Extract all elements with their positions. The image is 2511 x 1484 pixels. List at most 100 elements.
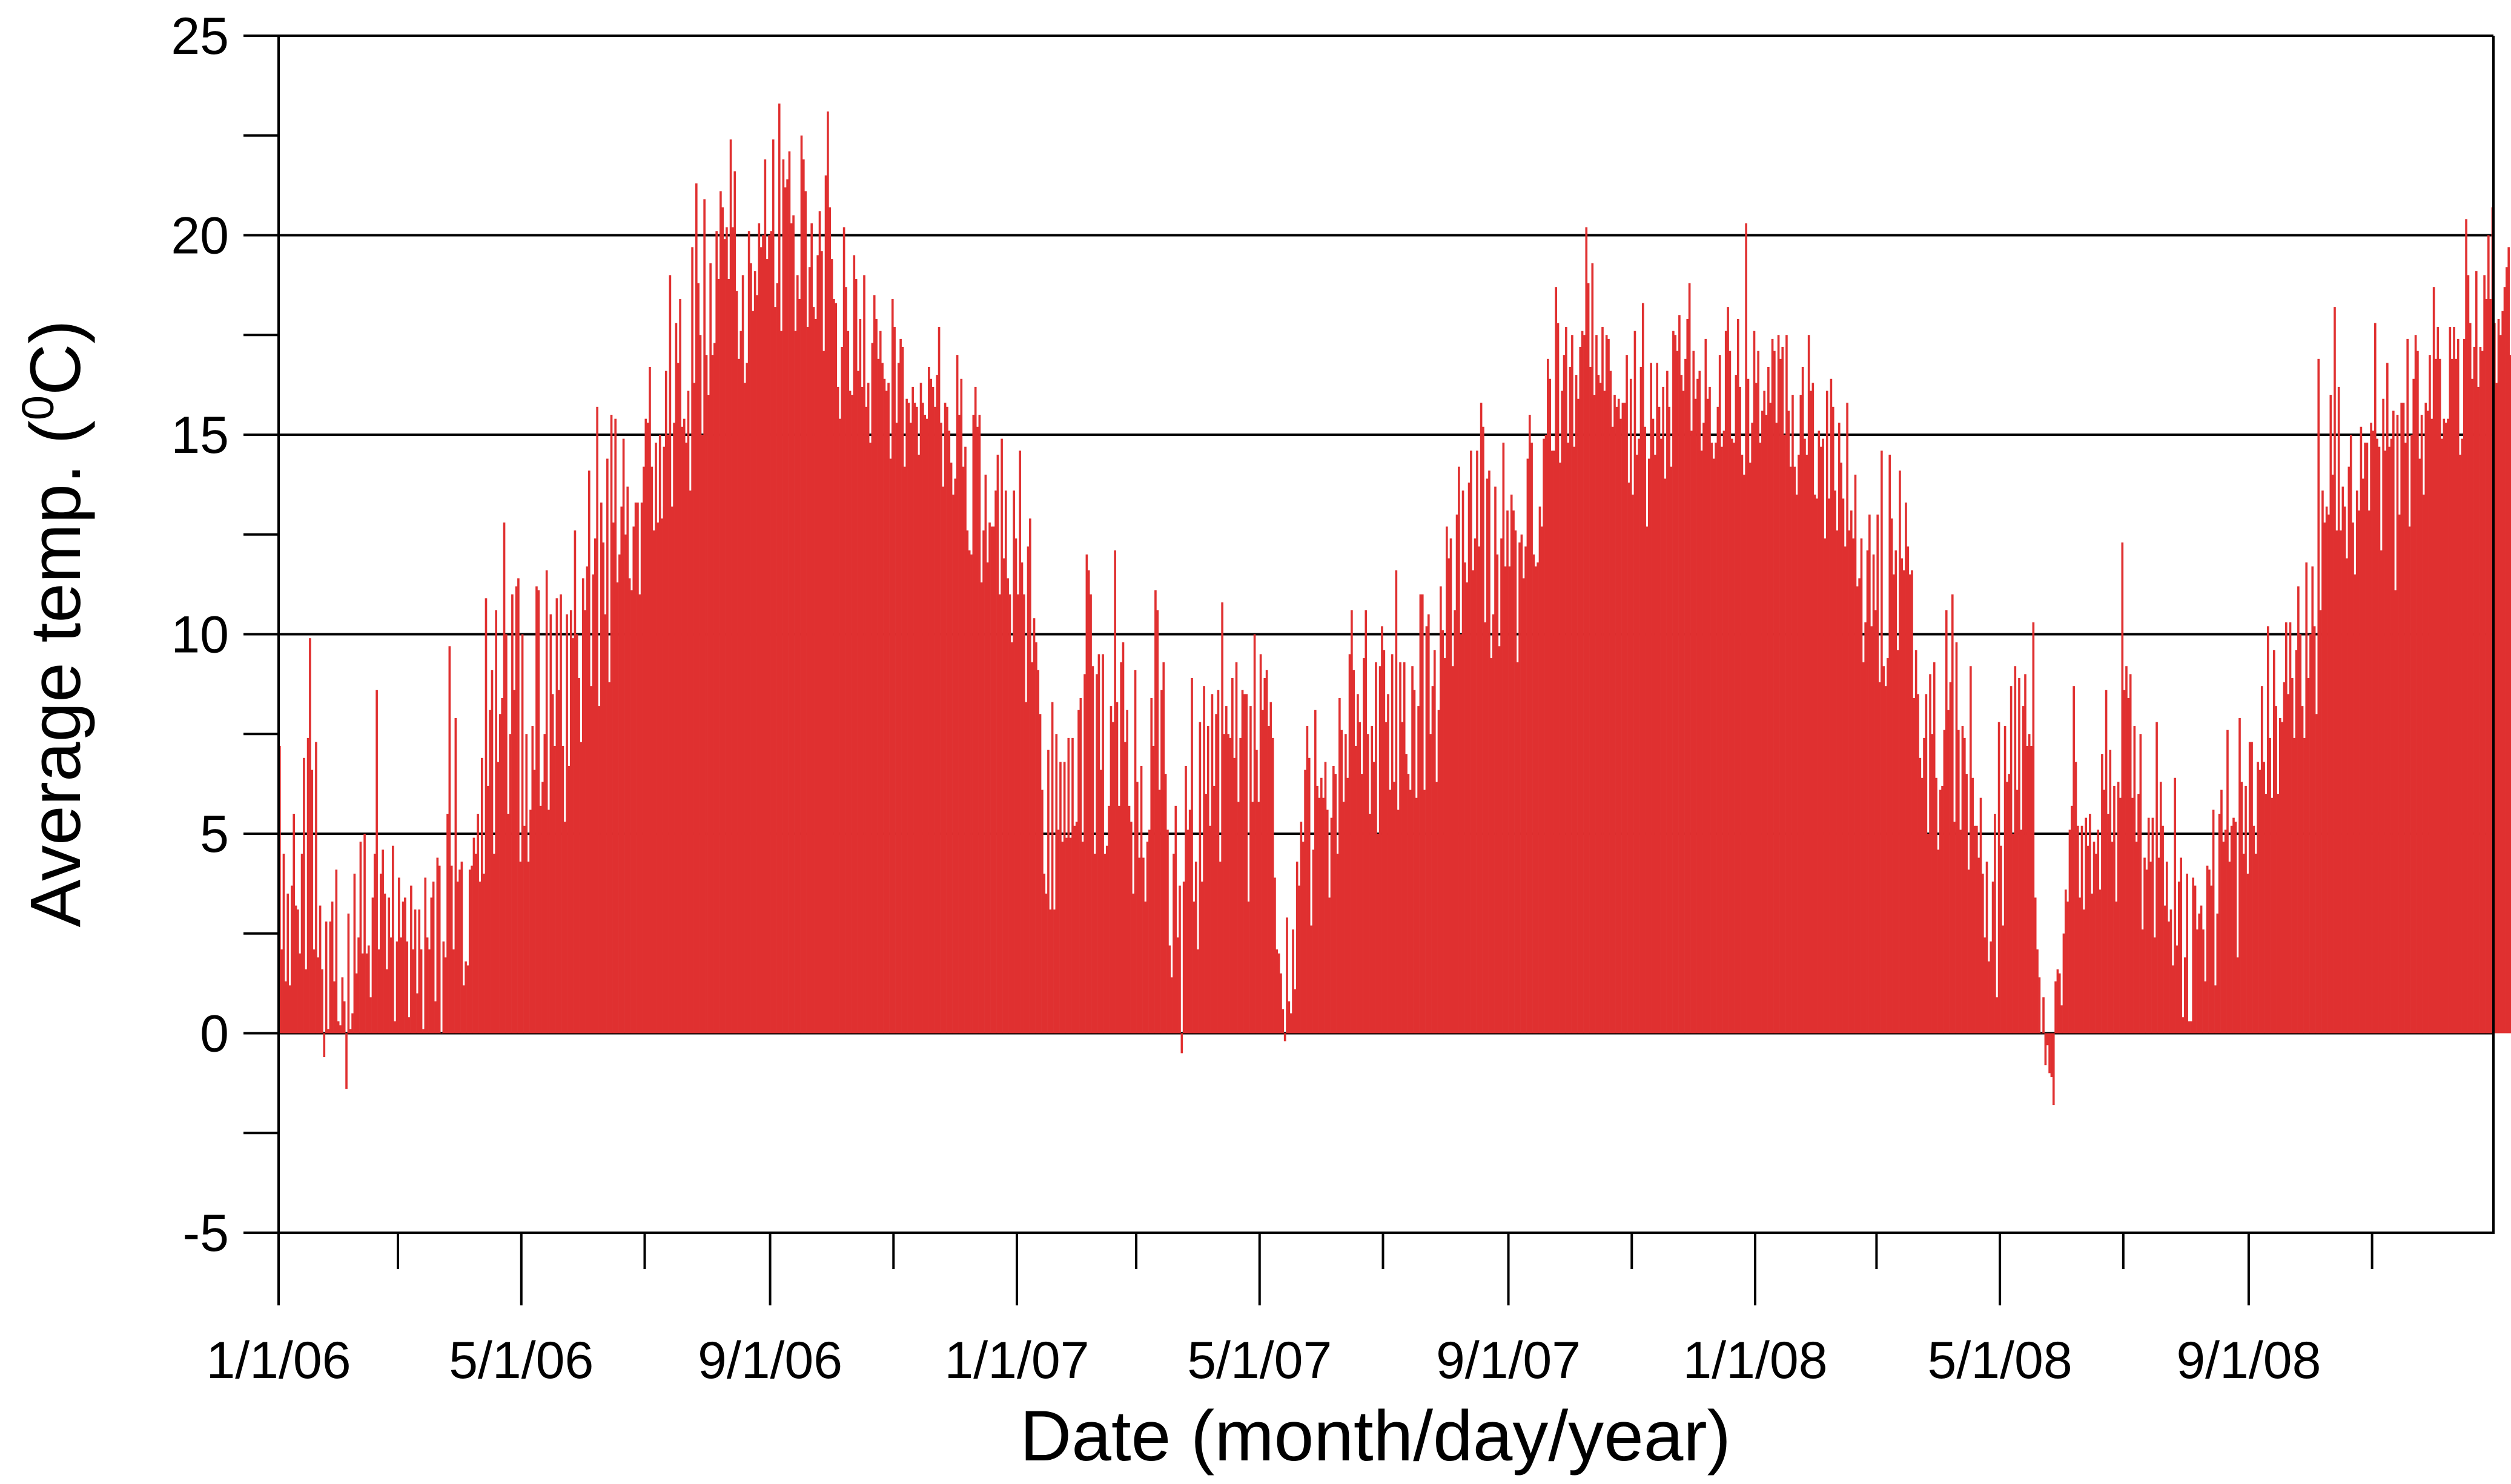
temperature-bar: [503, 522, 506, 1034]
temperature-bar: [1654, 454, 1656, 1034]
temperature-bar: [792, 215, 795, 1034]
temperature-bar: [1427, 614, 1430, 1034]
temperature-bar: [1639, 366, 1643, 1034]
temperature-bar: [1324, 762, 1327, 1034]
temperature-bar: [721, 207, 724, 1034]
temperature-bar: [604, 614, 607, 1034]
temperature-bar: [519, 862, 522, 1034]
temperature-bar: [1243, 694, 1246, 1034]
temperature-bar: [2335, 530, 2338, 1034]
temperature-bar: [2489, 298, 2492, 1034]
temperature-bar: [1126, 710, 1128, 1034]
temperature-bar: [2499, 335, 2502, 1034]
temperature-bar: [1761, 411, 1764, 1034]
temperature-bar: [685, 443, 687, 1034]
temperature-bar: [1283, 1033, 1286, 1041]
temperature-bar: [944, 403, 947, 1034]
temperature-bar: [1563, 355, 1566, 1034]
temperature-bar: [1035, 642, 1037, 1034]
temperature-bar: [772, 139, 775, 1034]
temperature-bar: [2034, 897, 2037, 1034]
temperature-bar: [2278, 717, 2281, 1034]
temperature-bar: [2079, 897, 2081, 1034]
temperature-bar: [1593, 395, 1596, 1034]
temperature-bar: [1686, 318, 1689, 1034]
temperature-bar: [1787, 411, 1790, 1034]
temperature-bar: [883, 378, 886, 1034]
temperature-bar: [1635, 454, 1638, 1034]
temperature-bar: [1949, 682, 1952, 1034]
temperature-bar: [994, 490, 997, 1034]
temperature-bar: [2232, 817, 2235, 1034]
temperature-bar: [1666, 371, 1669, 1034]
temperature-bar: [1231, 678, 1234, 1034]
y-axis-ticks: -5 0 5 10 15 20 25: [171, 7, 279, 1262]
temperature-bar: [2022, 706, 2025, 1034]
temperature-bar: [1810, 391, 1812, 1034]
temperature-bar: [1943, 730, 1946, 1034]
temperature-bar: [2341, 486, 2344, 1034]
temperature-bar: [1549, 378, 1551, 1034]
temperature-bar: [1150, 697, 1153, 1034]
temperature-bar: [2426, 411, 2429, 1034]
temperature-bar: [2230, 825, 2233, 1034]
temperature-bar: [398, 877, 400, 1034]
temperature-bar: [1057, 829, 1060, 1034]
temperature-bar: [1209, 825, 1211, 1034]
temperature-bar: [339, 1025, 342, 1034]
temperature-bar: [2475, 271, 2478, 1034]
temperature-bar: [1735, 375, 1738, 1034]
temperature-bar: [833, 298, 835, 1034]
temperature-bar: [982, 530, 985, 1034]
temperature-bar: [1510, 494, 1513, 1034]
temperature-bar: [717, 279, 720, 1034]
temperature-bar: [1704, 338, 1707, 1034]
temperature-bar: [842, 227, 845, 1034]
temperature-bar: [1793, 466, 1796, 1034]
temperature-bar: [715, 231, 718, 1034]
temperature-bar: [1488, 470, 1490, 1034]
temperature-bar: [913, 403, 916, 1034]
temperature-bar: [2245, 785, 2247, 1034]
y-axis-label: Average temp. (0C): [13, 320, 96, 927]
temperature-bar: [1458, 466, 1460, 1034]
temperature-bar: [2473, 347, 2476, 1034]
temperature-bar: [695, 183, 698, 1034]
temperature-bar: [1902, 570, 1905, 1034]
temperature-bar: [1559, 463, 1561, 1034]
temperature-bar: [612, 522, 615, 1034]
temperature-bar: [1561, 391, 1564, 1034]
temperature-bar: [681, 426, 684, 1034]
temperature-bar: [1318, 797, 1321, 1034]
temperature-bar: [778, 104, 781, 1034]
temperature-bar: [1277, 953, 1280, 1034]
temperature-bar: [1801, 366, 1804, 1034]
temperature-bar: [575, 634, 578, 1034]
temperature-bar: [1893, 574, 1895, 1034]
temperature-bar: [563, 822, 566, 1034]
temperature-bar: [732, 227, 734, 1034]
temperature-bar: [1334, 774, 1337, 1034]
temperature-bar: [1443, 658, 1446, 1034]
temperature-bar: [958, 415, 961, 1034]
temperature-bar: [1627, 483, 1630, 1034]
temperature-bar: [1191, 678, 1193, 1034]
temperature-bar: [1411, 666, 1414, 1034]
temperature-bar: [1824, 538, 1827, 1034]
temperature-bar: [551, 694, 554, 1034]
temperature-bar: [1506, 510, 1509, 1034]
temperature-bar: [1019, 450, 1021, 1034]
temperature-bar: [1951, 594, 1954, 1034]
temperature-bar: [1739, 386, 1741, 1034]
temperature-bar: [2429, 355, 2431, 1034]
temperature-bar: [986, 562, 989, 1034]
temperature-bar: [1031, 662, 1034, 1034]
temperature-bar: [1757, 351, 1759, 1034]
temperature-bar: [1421, 594, 1424, 1034]
temperature-bar: [1142, 857, 1145, 1034]
temperature-bar: [1528, 415, 1531, 1034]
temperature-bar: [555, 598, 558, 1034]
temperature-bar: [780, 331, 782, 1034]
temperature-bar: [2392, 411, 2395, 1034]
temperature-bar: [2340, 530, 2342, 1034]
